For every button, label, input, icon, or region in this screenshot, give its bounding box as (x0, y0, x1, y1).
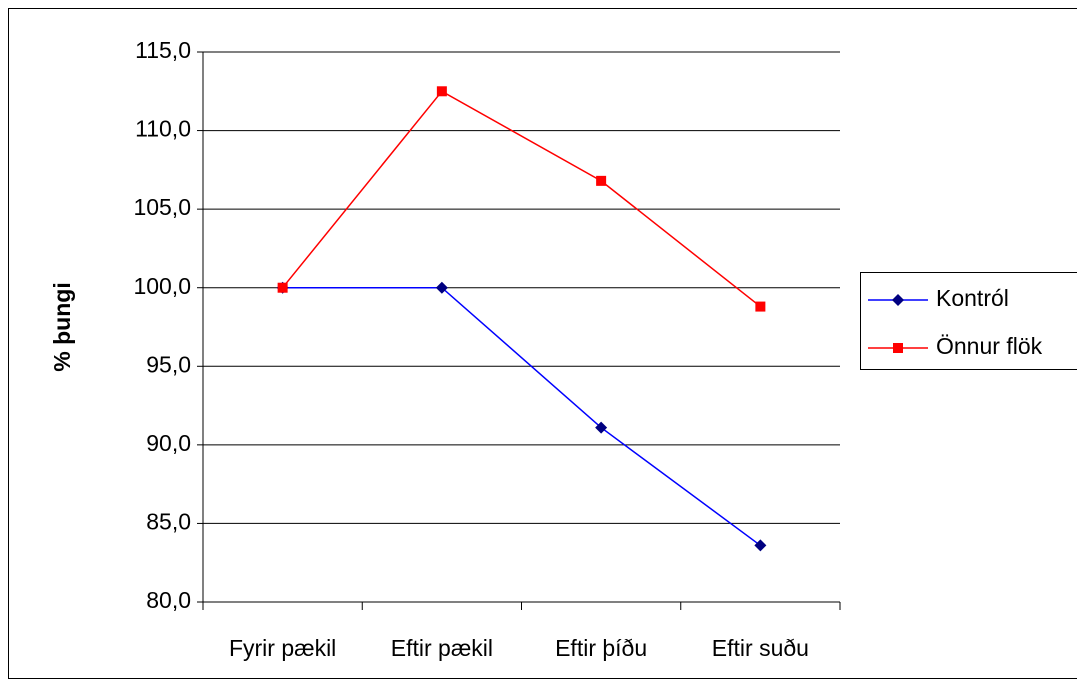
data-point (436, 86, 447, 97)
y-tick-label: 80,0 (146, 587, 191, 613)
y-tick-label: 85,0 (146, 509, 191, 535)
y-tick-label: 110,0 (135, 116, 191, 142)
y-tick-label: 105,0 (133, 194, 191, 220)
y-tick-label: 115,0 (135, 37, 191, 63)
x-tick-label: Eftir suðu (712, 635, 809, 661)
data-point (596, 175, 607, 186)
legend-marker (892, 294, 904, 306)
legend-box (860, 272, 1077, 370)
data-point (755, 301, 766, 312)
y-tick-label: 100,0 (133, 273, 191, 299)
legend-marker (893, 343, 903, 353)
y-axis-label: % þungi (49, 282, 75, 371)
x-tick-label: Fyrir pækil (229, 635, 336, 661)
data-point (595, 421, 608, 434)
x-tick-label: Eftir pækil (391, 635, 493, 661)
series-line (282, 90, 761, 308)
legend-label: Kontról (936, 285, 1009, 311)
y-tick-label: 95,0 (146, 351, 191, 377)
data-point (754, 539, 767, 552)
chart-frame (8, 8, 1077, 679)
x-tick-label: Eftir þíðu (555, 635, 647, 661)
series-line (282, 286, 761, 547)
data-point (277, 282, 288, 293)
y-tick-label: 90,0 (146, 430, 191, 456)
data-point (435, 281, 448, 294)
legend-label: Önnur flök (936, 333, 1043, 359)
